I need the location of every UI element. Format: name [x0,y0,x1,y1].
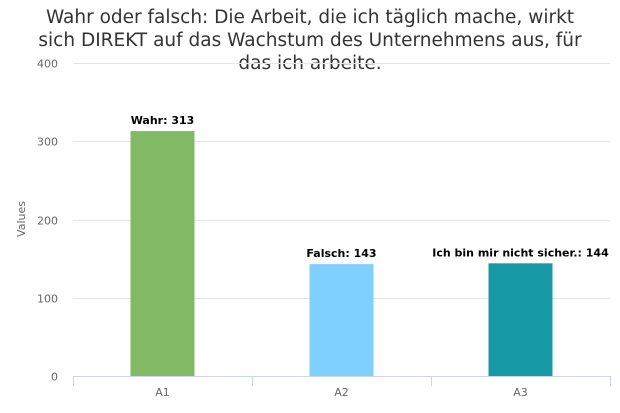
y-tick-label: 200 [37,215,58,228]
x-tick-label: A1 [155,386,170,399]
chart-title-line-2: sich DIREKT auf das Wachstum des Unterne… [38,30,582,51]
data-label-a1: Wahr: 313 [131,114,195,127]
y-axis-title: Values [15,201,28,237]
chart-title: Wahr oder falsch: Die Arbeit, die ich tä… [20,6,600,75]
y-tick-label: 0 [51,371,58,384]
y-tick-label: 300 [37,136,58,149]
y-tick-label: 100 [37,293,58,306]
bar-a1[interactable] [130,131,195,376]
data-label-a2: Falsch: 143 [306,247,376,260]
data-label-a3: Ich bin mir nicht sicher.: 144 [432,246,609,259]
y-tick-label: 400 [37,58,58,71]
bar-a2[interactable] [309,264,374,376]
x-axis: A1 A2 A3 [73,376,611,399]
bar-a3[interactable] [488,263,553,376]
chart-title-line-1: Wahr oder falsch: Die Arbeit, die ich tä… [45,7,575,28]
y-axis-ticks: 0 100 200 300 400 [37,58,58,384]
bars [130,131,553,376]
x-tick-label: A3 [513,386,528,399]
x-tick-label: A2 [334,386,349,399]
data-labels: Wahr: 313 Falsch: 143 Ich bin mir nicht si… [131,114,609,260]
